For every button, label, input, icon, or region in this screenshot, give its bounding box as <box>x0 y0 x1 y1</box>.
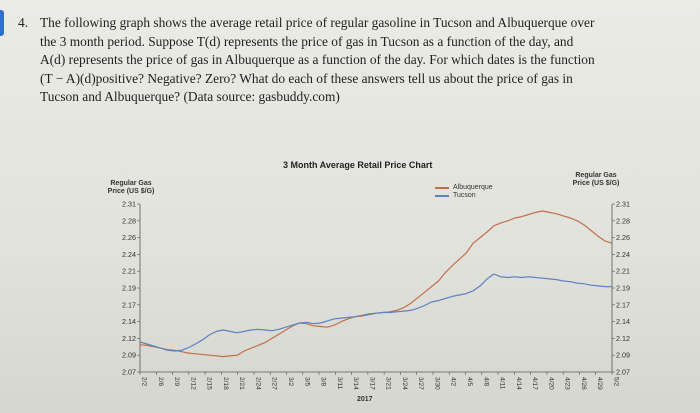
x-tick-label: 3/21 <box>385 377 392 390</box>
right-tick-label: 2.24 <box>616 250 630 259</box>
x-tick-label: 2/27 <box>271 377 278 390</box>
x-tick-label: 4/2 <box>450 377 457 386</box>
chart-legend: Albuquerque Tucson <box>435 184 493 200</box>
legend-label: Albuquerque <box>453 184 493 191</box>
chart-title: 3 Month Average Retail Price Chart <box>283 160 433 170</box>
legend-swatch <box>435 187 449 189</box>
left-tick-label: 2.24 <box>122 250 136 259</box>
right-tick-label: 2.26 <box>616 233 630 242</box>
problem-line: Tucson and Albuquerque? (Data source: ga… <box>40 89 340 105</box>
year-label: 2017 <box>357 396 373 403</box>
x-tick-label: 3/11 <box>336 377 343 390</box>
left-tick-label: 2.12 <box>122 334 136 343</box>
x-tick-label: 4/29 <box>596 377 603 390</box>
left-tick-label: 2.09 <box>122 351 136 360</box>
x-tick-label: 3/5 <box>303 377 310 386</box>
x-tick-label: 4/26 <box>580 377 587 390</box>
left-axis-title: Regular Gas Price (US $/G) <box>96 180 166 196</box>
x-tick-label: 4/20 <box>547 377 554 390</box>
x-tick-label: 2/12 <box>189 377 196 390</box>
x-tick-label: 3/17 <box>368 377 375 390</box>
right-axis-title-line: Price (US $/G) <box>572 180 620 187</box>
legend-entry-albuquerque: Albuquerque <box>435 184 493 192</box>
problem-line: A(d) represents the price of gas in Albu… <box>40 52 595 68</box>
x-tick-label: 4/23 <box>564 377 571 390</box>
left-tick-label: 2.31 <box>122 200 136 209</box>
legend-swatch <box>435 195 449 197</box>
x-tick-label: 2/2 <box>141 377 148 386</box>
left-tick-label: 2.17 <box>122 300 136 309</box>
x-tick-label: 4/5 <box>466 377 473 386</box>
x-tick-label: 2/18 <box>222 377 229 390</box>
right-tick-label: 2.21 <box>616 267 630 276</box>
legend-entry-tucson: Tucson <box>435 192 493 200</box>
right-tick-label: 2.17 <box>616 300 630 309</box>
x-tick-label: 3/27 <box>417 377 424 390</box>
series-line-tucson <box>139 273 612 352</box>
right-tick-label: 2.31 <box>616 200 630 209</box>
left-axis-title-line: Regular Gas <box>110 180 152 187</box>
x-tick-label: 2/9 <box>173 377 180 386</box>
left-axis-title-line: Price (US $/G) <box>107 188 155 195</box>
x-tick-label: 3/2 <box>287 377 294 386</box>
left-tick-label: 2.21 <box>122 267 136 276</box>
x-tick-label: 2/24 <box>254 377 261 390</box>
side-accent-bar <box>0 10 4 36</box>
problem-text: 4. The following graph shows the average… <box>18 14 680 107</box>
x-tick-label: 3/24 <box>401 377 408 390</box>
left-tick-label: 2.19 <box>122 284 136 293</box>
x-tick-label: 3/14 <box>352 377 359 390</box>
problem-line: the 3 month period. Suppose T(d) represe… <box>40 33 574 49</box>
problem-number: 4. <box>18 15 29 30</box>
left-tick-label: 2.26 <box>122 233 136 242</box>
left-tick-label: 2.14 <box>122 317 136 326</box>
right-tick-label: 2.19 <box>616 284 630 293</box>
x-tick-label: 3/30 <box>433 377 440 390</box>
right-axis-title: Regular Gas Price (US $/G) <box>560 172 632 188</box>
x-tick-label: 3/8 <box>320 377 327 386</box>
problem-line: The following graph shows the average re… <box>40 15 595 30</box>
problem-line: (T − A)(d)positive? Negative? Zero? What… <box>40 70 573 86</box>
x-tick-label: 2/21 <box>238 377 245 390</box>
legend-label: Tucson <box>453 192 476 199</box>
x-tick-label: 5/2 <box>613 377 620 386</box>
right-tick-label: 2.09 <box>616 351 630 360</box>
x-tick-label: 4/17 <box>531 377 538 390</box>
x-tick-label: 4/14 <box>515 377 522 390</box>
right-tick-label: 2.07 <box>616 368 630 377</box>
right-tick-label: 2.28 <box>616 216 630 225</box>
right-tick-label: 2.12 <box>616 334 630 343</box>
right-tick-label: 2.14 <box>616 317 630 326</box>
right-axis-title-line: Regular Gas <box>575 172 617 179</box>
x-tick-label: 4/8 <box>482 377 489 386</box>
x-tick-label: 4/11 <box>499 377 506 390</box>
left-tick-label: 2.28 <box>122 216 136 225</box>
left-tick-label: 2.07 <box>122 368 136 377</box>
x-tick-label: 2/15 <box>206 377 213 390</box>
x-tick-label: 2/6 <box>157 377 164 386</box>
